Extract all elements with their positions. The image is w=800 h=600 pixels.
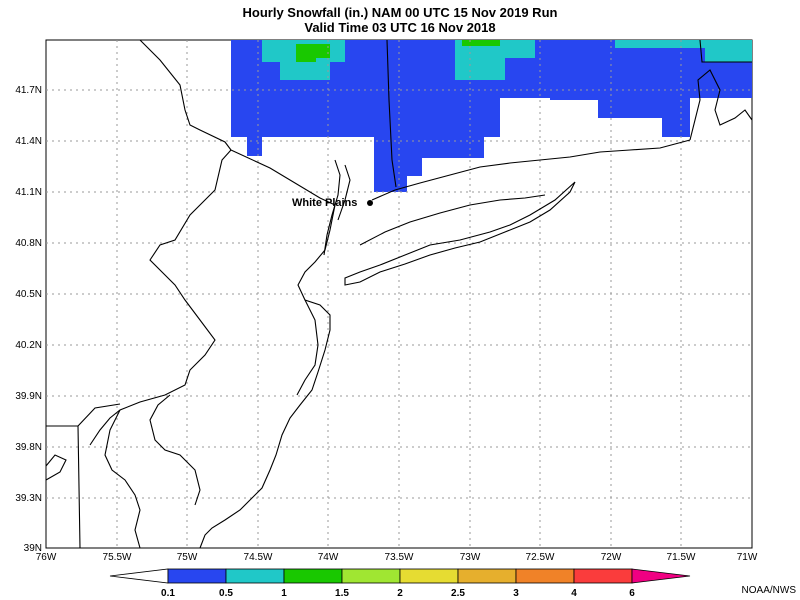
legend-arrow-left [109, 568, 169, 584]
lon-label: 73W [459, 552, 481, 563]
lat-label: 40.8N [15, 238, 42, 249]
lat-lon-grid [46, 40, 752, 548]
snowfall-shading [231, 40, 752, 192]
lon-label: 75W [176, 552, 198, 563]
legend-label: 2.5 [451, 588, 465, 599]
legend-swatch [341, 568, 401, 584]
legend-label: 0.1 [161, 588, 175, 599]
legend-swatch [515, 568, 575, 584]
lon-label: 76W [35, 552, 57, 563]
lon-label: 72W [600, 552, 622, 563]
lat-label: 41.7N [15, 85, 42, 96]
coastlines [45, 39, 753, 549]
legend-swatch [167, 568, 227, 584]
lon-label: 72.5W [525, 552, 555, 563]
lon-label: 74W [317, 552, 339, 563]
city-label: White Plains [292, 197, 358, 209]
legend-swatch [283, 568, 343, 584]
snowfall-shading-green [296, 40, 500, 62]
lat-label: 41.4N [15, 136, 42, 147]
lat-label: 40.2N [15, 340, 42, 351]
legend-label: 3 [513, 588, 519, 599]
lat-label: 41.1N [15, 187, 42, 198]
valid-time-subtitle: Valid Time 03 UTC 16 Nov 2018 [304, 20, 496, 35]
legend-label: 0.5 [219, 588, 233, 599]
legend-swatch [573, 568, 633, 584]
lat-label: 40.5N [15, 289, 42, 300]
white-plains-marker [367, 200, 373, 206]
lon-label: 74.5W [243, 552, 273, 563]
legend-swatch [457, 568, 517, 584]
legend-colorbar [109, 568, 691, 584]
lat-label: 39N [23, 543, 42, 554]
map-title: Hourly Snowfall (in.) NAM 00 UTC 15 Nov … [242, 5, 558, 20]
legend-label: 6 [629, 588, 635, 599]
legend-label: 4 [571, 588, 577, 599]
legend-arrow-right [631, 568, 691, 584]
lat-label: 39.9N [15, 391, 42, 402]
legend-label: 2 [397, 588, 403, 599]
legend-swatch [399, 568, 459, 584]
legend-label: 1.5 [335, 588, 349, 599]
lon-label: 75.5W [102, 552, 132, 563]
lon-label: 71W [736, 552, 758, 563]
lon-label: 71.5W [666, 552, 696, 563]
legend-label: 1 [281, 588, 287, 599]
legend-swatch [225, 568, 285, 584]
credit-label: NOAA/NWS [741, 585, 796, 596]
lat-label: 39.3N [15, 493, 42, 504]
lon-label: 73.5W [384, 552, 414, 563]
lat-label: 39.8N [15, 442, 42, 453]
